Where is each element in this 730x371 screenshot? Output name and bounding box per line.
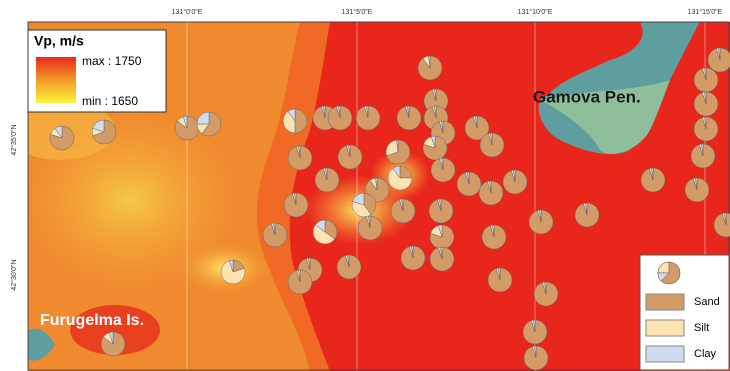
- pie: [388, 166, 412, 190]
- lon-label: 131°15'0"E: [688, 8, 723, 16]
- pie: [431, 158, 455, 182]
- legend-entry: Sand: [694, 296, 720, 308]
- pie: [221, 260, 245, 284]
- pie: [197, 112, 221, 136]
- lat-label: 42°30'0"N: [10, 259, 18, 290]
- pie: [685, 178, 709, 202]
- pie: [288, 270, 312, 294]
- pie: [641, 168, 665, 192]
- pie: [337, 255, 361, 279]
- pie: [429, 199, 453, 223]
- pie: [575, 203, 599, 227]
- legend-title: Vp, m/s: [34, 33, 84, 49]
- pie: [480, 133, 504, 157]
- lat-label: 42°35'0"N: [10, 124, 18, 155]
- pie: [524, 346, 548, 370]
- pie: [50, 126, 74, 150]
- pie: [503, 170, 527, 194]
- lon-label: 131°10'0"E: [518, 8, 553, 16]
- pie: [457, 172, 481, 196]
- pie: [386, 140, 410, 164]
- pie: [101, 332, 125, 356]
- pie: [92, 120, 116, 144]
- pie: [313, 220, 337, 244]
- pie: [418, 56, 442, 80]
- pie: [175, 116, 199, 140]
- pie: [352, 193, 376, 217]
- pie: [315, 168, 339, 192]
- composition-legend: Sand Silt Clay: [640, 255, 729, 370]
- legend-entry: Silt: [694, 322, 709, 334]
- pie: [263, 223, 287, 247]
- vp-legend: Vp, m/s max : 1750 min : 1650: [28, 30, 166, 112]
- pie: [523, 320, 547, 344]
- pie: [708, 48, 730, 72]
- pie: [482, 225, 506, 249]
- lon-label: 131°0'0"E: [172, 8, 203, 16]
- color-ramp: [36, 57, 76, 103]
- place-label: Furugelma Is.: [40, 312, 144, 329]
- pie: [283, 109, 307, 133]
- legend-min: min : 1650: [82, 94, 138, 108]
- pie: [397, 106, 421, 130]
- pie: [430, 225, 454, 249]
- legend-entry: Clay: [694, 348, 717, 360]
- pie: [328, 106, 352, 130]
- pie: [694, 92, 718, 116]
- legend-max: max : 1750: [82, 54, 142, 68]
- pie: [430, 247, 454, 271]
- pie: [288, 146, 312, 170]
- pie: [423, 136, 447, 160]
- pie: [694, 117, 718, 141]
- pie: [358, 216, 382, 240]
- place-label: Gamova Pen.: [533, 87, 641, 106]
- map: 131°0'0"E 131°5'0"E 131°10'0"E 131°15'0"E 42…: [0, 0, 730, 371]
- pie: [391, 199, 415, 223]
- pie: [694, 68, 718, 92]
- pie: [356, 106, 380, 130]
- pie: [338, 145, 362, 169]
- pie: [529, 210, 553, 234]
- pie: [534, 282, 558, 306]
- pie: [401, 246, 425, 270]
- pie: [479, 181, 503, 205]
- pie: [284, 193, 308, 217]
- pie: [691, 144, 715, 168]
- lon-label: 131°5'0"E: [342, 8, 373, 16]
- pie: [488, 268, 512, 292]
